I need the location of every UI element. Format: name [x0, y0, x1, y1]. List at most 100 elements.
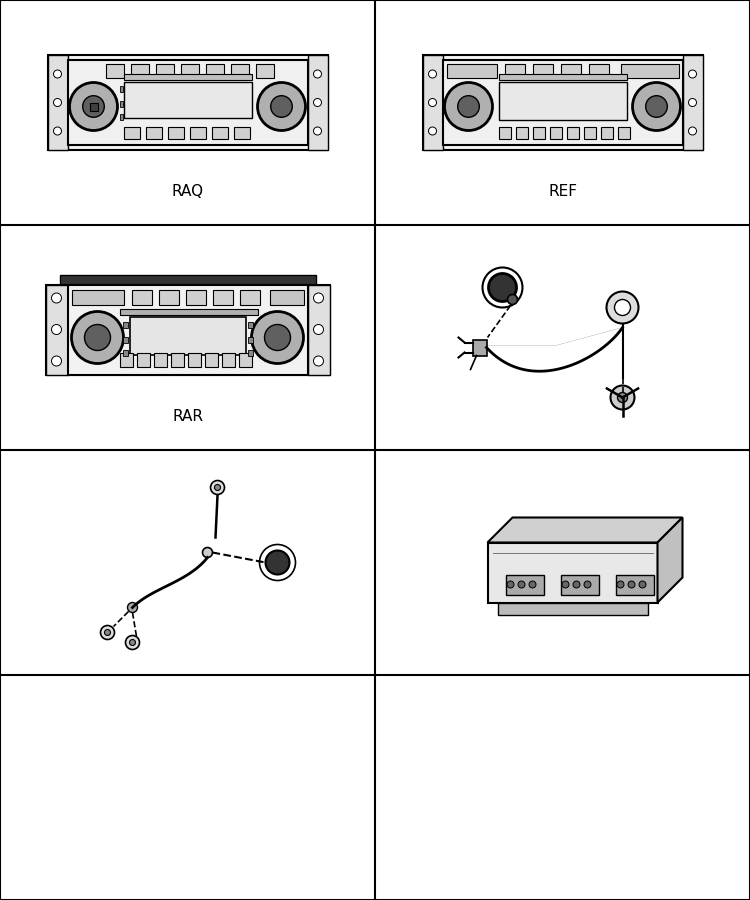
Bar: [308, 284, 329, 374]
Circle shape: [428, 70, 436, 78]
Circle shape: [445, 83, 493, 130]
Circle shape: [52, 356, 62, 366]
Circle shape: [53, 98, 62, 106]
Bar: [442, 60, 682, 145]
Bar: [248, 337, 253, 343]
Bar: [269, 290, 304, 304]
Bar: [46, 284, 68, 374]
Polygon shape: [488, 518, 682, 543]
Circle shape: [314, 98, 322, 106]
Circle shape: [508, 294, 518, 304]
Bar: [122, 337, 128, 343]
Bar: [617, 127, 629, 139]
Circle shape: [646, 95, 668, 117]
Bar: [47, 55, 328, 150]
Circle shape: [85, 325, 110, 350]
Circle shape: [251, 311, 304, 364]
Bar: [422, 55, 703, 150]
Bar: [158, 290, 178, 304]
Circle shape: [128, 602, 137, 613]
Bar: [119, 309, 257, 314]
Circle shape: [100, 626, 115, 640]
Bar: [238, 353, 251, 366]
Circle shape: [562, 581, 569, 588]
Bar: [422, 55, 442, 150]
Polygon shape: [472, 339, 487, 356]
Bar: [206, 64, 224, 78]
Circle shape: [518, 581, 525, 588]
Circle shape: [314, 70, 322, 78]
Bar: [506, 574, 544, 595]
Bar: [230, 64, 248, 78]
Circle shape: [458, 95, 479, 117]
Bar: [515, 127, 527, 139]
Circle shape: [314, 356, 323, 366]
Bar: [256, 64, 274, 78]
Circle shape: [428, 127, 436, 135]
Circle shape: [584, 581, 591, 588]
Circle shape: [688, 98, 697, 106]
Circle shape: [507, 581, 514, 588]
Bar: [532, 127, 544, 139]
Circle shape: [82, 95, 104, 117]
Bar: [505, 64, 524, 78]
Circle shape: [529, 581, 536, 588]
Bar: [106, 64, 124, 78]
Bar: [560, 574, 598, 595]
Bar: [499, 127, 511, 139]
Bar: [616, 574, 653, 595]
Circle shape: [130, 640, 136, 645]
Circle shape: [314, 325, 323, 335]
Circle shape: [265, 325, 290, 350]
Bar: [248, 349, 253, 356]
Bar: [136, 353, 149, 366]
Bar: [205, 353, 218, 366]
Bar: [185, 290, 206, 304]
Circle shape: [314, 127, 322, 135]
Circle shape: [71, 311, 124, 364]
Bar: [181, 64, 199, 78]
Bar: [497, 602, 647, 615]
Circle shape: [617, 581, 624, 588]
Bar: [119, 86, 122, 92]
Bar: [71, 290, 124, 304]
Circle shape: [314, 293, 323, 303]
Circle shape: [688, 70, 697, 78]
Bar: [221, 353, 235, 366]
Circle shape: [607, 292, 638, 323]
Polygon shape: [658, 518, 682, 602]
Bar: [124, 127, 140, 139]
Bar: [233, 127, 250, 139]
Bar: [124, 82, 251, 118]
Bar: [499, 82, 626, 120]
Bar: [239, 290, 260, 304]
Circle shape: [104, 629, 110, 635]
Circle shape: [617, 392, 628, 402]
Bar: [47, 55, 68, 150]
Bar: [155, 64, 173, 78]
Bar: [170, 353, 184, 366]
Bar: [154, 353, 166, 366]
Bar: [211, 127, 227, 139]
Circle shape: [52, 325, 62, 335]
Circle shape: [614, 300, 631, 316]
Circle shape: [70, 83, 118, 130]
Bar: [130, 64, 148, 78]
Bar: [59, 274, 316, 289]
Bar: [122, 321, 128, 328]
Circle shape: [53, 127, 62, 135]
Bar: [550, 127, 562, 139]
Bar: [190, 127, 206, 139]
Circle shape: [214, 484, 220, 491]
Bar: [566, 127, 578, 139]
Circle shape: [488, 274, 517, 302]
Circle shape: [53, 70, 62, 78]
Bar: [682, 55, 703, 150]
Bar: [248, 321, 253, 328]
Bar: [119, 353, 133, 366]
Bar: [119, 101, 122, 107]
Bar: [601, 127, 613, 139]
Bar: [560, 64, 580, 78]
Bar: [188, 353, 200, 366]
Text: REF: REF: [548, 184, 577, 199]
